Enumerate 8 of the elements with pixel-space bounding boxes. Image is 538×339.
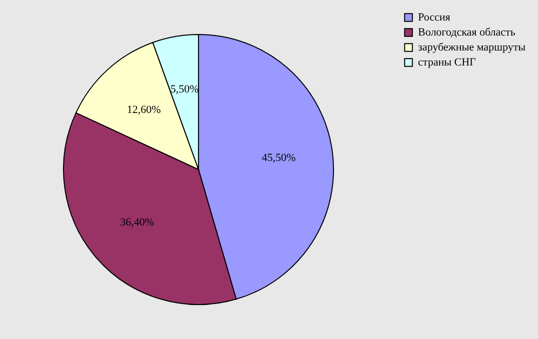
legend-label: страны СНГ [418,56,476,68]
data-label: 45,50% [262,152,296,164]
legend-label: зарубежные маршруты [418,42,526,54]
legend-label: Вологодская область [418,26,516,38]
data-label: 12,60% [126,104,161,116]
data-label: 5,50% [170,84,199,96]
data-label: 36,40% [120,216,154,228]
legend-label: Россия [418,12,450,24]
